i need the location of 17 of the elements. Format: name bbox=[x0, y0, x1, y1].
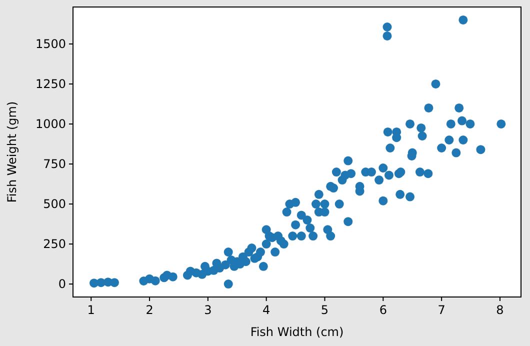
x-tick-label: 8 bbox=[496, 303, 504, 317]
x-tick-label: 1 bbox=[87, 303, 95, 317]
y-tick-label: 1000 bbox=[35, 116, 66, 131]
x-tick-label: 6 bbox=[379, 303, 387, 317]
y-tick-label: 1250 bbox=[35, 76, 66, 91]
x-tick-label: 5 bbox=[320, 303, 329, 317]
y-tick-label: 250 bbox=[43, 237, 66, 252]
y-tick-label: 0 bbox=[58, 277, 66, 292]
y-tick-label: 750 bbox=[43, 157, 66, 172]
y-tick-label: 500 bbox=[43, 197, 66, 212]
x-tick-label: 2 bbox=[146, 303, 154, 317]
y-tick-label: 1500 bbox=[35, 36, 66, 51]
x-axis-title: Fish Width (cm) bbox=[250, 325, 344, 339]
x-tick-label: 7 bbox=[438, 303, 446, 317]
y-axis-title: Fish Weight (gm) bbox=[5, 101, 19, 203]
x-tick-label: 4 bbox=[262, 303, 270, 317]
x-tick-label: 3 bbox=[204, 303, 212, 317]
